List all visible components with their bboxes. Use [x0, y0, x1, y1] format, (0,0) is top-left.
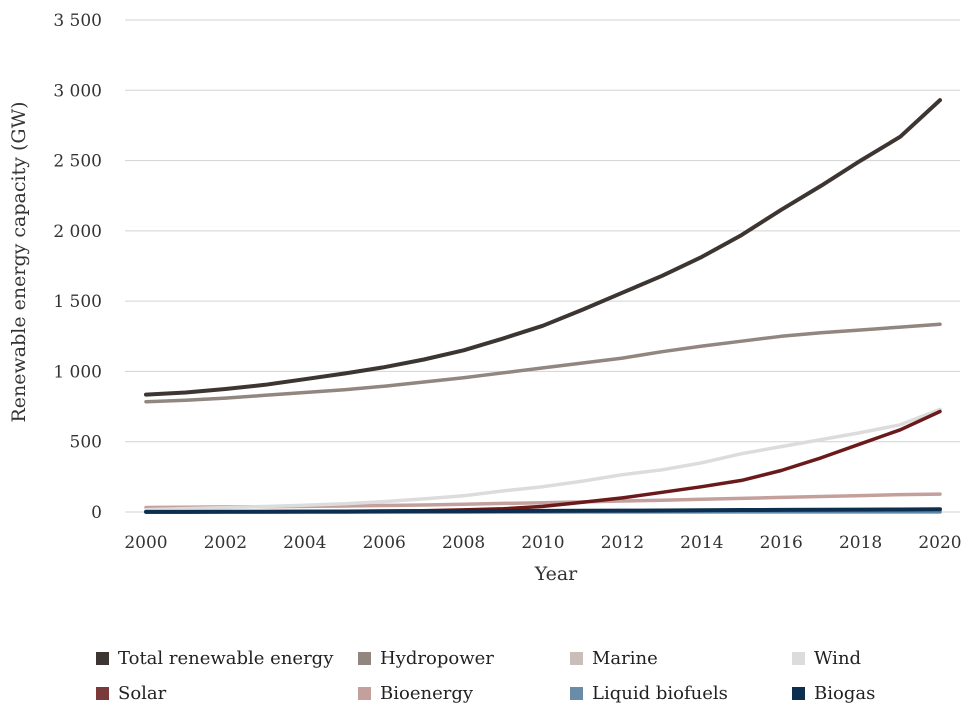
legend-item: Hydropower — [358, 648, 570, 669]
y-tick-label: 1 000 — [53, 362, 102, 382]
legend-item: Bioenergy — [358, 683, 570, 704]
legend-label: Liquid biofuels — [592, 683, 728, 704]
legend-label: Biogas — [814, 683, 876, 704]
legend-label: Hydropower — [380, 648, 494, 669]
y-tick-label: 3 500 — [53, 11, 102, 31]
legend-item: Total renewable energy — [96, 648, 358, 669]
legend-label: Bioenergy — [380, 683, 474, 704]
y-axis-ticks: 0 500 1 000 1 500 2 000 2 500 3 000 3 500 — [53, 11, 102, 523]
legend-swatch — [358, 687, 371, 700]
grid-lines — [125, 19, 960, 513]
legend-swatch — [792, 652, 805, 665]
legend-item: Liquid biofuels — [570, 683, 792, 704]
x-tick-label: 2000 — [124, 533, 167, 553]
y-axis-label: Renewable energy capacity (GW) — [8, 101, 30, 422]
legend-swatch — [96, 687, 109, 700]
chart-legend: Total renewable energy Hydropower Marine Wi… — [96, 648, 956, 704]
x-tick-label: 2020 — [918, 533, 961, 553]
legend-label: Solar — [118, 683, 167, 704]
x-axis-label: Year — [534, 563, 578, 585]
y-tick-label: 1 500 — [53, 292, 102, 312]
series-line-hydropower — [144, 322, 942, 404]
legend-label: Marine — [592, 648, 658, 669]
legend-swatch — [792, 687, 805, 700]
series-line-total-renewable-energy — [144, 98, 942, 397]
y-tick-label: 500 — [70, 433, 102, 453]
legend-swatch — [570, 687, 583, 700]
legend-item: Solar — [96, 683, 358, 704]
x-tick-label: 2018 — [839, 533, 882, 553]
y-tick-label: 0 — [91, 503, 102, 523]
series-lines — [144, 98, 942, 514]
x-tick-label: 2002 — [204, 533, 247, 553]
legend-swatch — [570, 652, 583, 665]
x-tick-label: 2014 — [680, 533, 723, 553]
y-tick-label: 3 000 — [53, 81, 102, 101]
x-tick-label: 2006 — [363, 533, 406, 553]
x-tick-label: 2012 — [601, 533, 644, 553]
series-line-biogas — [144, 507, 942, 514]
legend-item: Wind — [792, 648, 956, 669]
legend-label: Total renewable energy — [118, 648, 334, 669]
y-tick-label: 2 500 — [53, 152, 102, 172]
legend-label: Wind — [814, 648, 862, 669]
series-line-wind — [144, 407, 942, 512]
x-tick-label: 2010 — [521, 533, 564, 553]
legend-item: Biogas — [792, 683, 956, 704]
y-tick-label: 2 000 — [53, 222, 102, 242]
x-tick-label: 2016 — [760, 533, 803, 553]
x-tick-label: 2004 — [283, 533, 326, 553]
legend-swatch — [96, 652, 109, 665]
legend-swatch — [358, 652, 371, 665]
x-tick-label: 2008 — [442, 533, 485, 553]
x-axis-ticks: 2000 2002 2004 2006 2008 2010 2012 2014 2016 2018… — [124, 533, 961, 553]
legend-item: Marine — [570, 648, 792, 669]
